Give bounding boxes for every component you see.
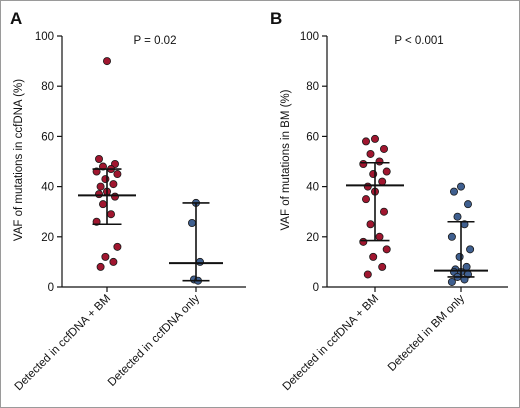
panel-b-data-point — [359, 160, 368, 169]
panel-a-y-tick-label: 20 — [41, 232, 54, 244]
panel-a-data-point — [109, 180, 118, 189]
panel-b-data-point — [359, 237, 368, 246]
panel-a-data-point — [99, 200, 108, 209]
panel-b-data-point — [363, 270, 372, 279]
panel-b-data-point — [369, 252, 378, 261]
panel-a-y-tick-label: 40 — [41, 182, 54, 194]
panel-b-data-point — [449, 187, 458, 196]
panel-b-data-point — [379, 144, 388, 153]
panel-b-y-axis-title: VAF of mutations in BM (%) — [280, 89, 292, 230]
panel-a-data-point — [111, 192, 120, 201]
panel-b-data-point — [466, 245, 475, 254]
panel-b-data-point — [361, 195, 370, 204]
panel-b-data-point — [456, 182, 465, 191]
panel-b-data-point — [378, 262, 387, 271]
panel-a-data-point — [96, 182, 105, 191]
panel-a-data-point — [95, 190, 104, 199]
panel-a-data-point — [103, 57, 112, 66]
panel-a-data-point — [195, 257, 204, 266]
panel-b-data-point — [366, 220, 375, 229]
panel-a-y-axis-title: VAF of mutations in ccfDNA (%) — [13, 79, 25, 241]
panel-b-y-tick-label: 80 — [306, 81, 319, 93]
panel-b-data-point — [370, 134, 379, 143]
panel-b-data-point — [379, 207, 388, 216]
panel-b-y-tick-label: 20 — [306, 232, 319, 244]
panel-b-data-point — [463, 200, 472, 209]
panel-a-data-point — [113, 170, 122, 179]
panel-a-category-label: Detected in ccfDNA + BM — [13, 293, 113, 393]
panel-a-y-tick-label: 60 — [41, 131, 54, 143]
panel-b-y-tick-label: 60 — [306, 131, 319, 143]
panel-b-data-point — [447, 232, 456, 241]
panel-a-data-point — [101, 252, 110, 261]
panel-a-data-point — [107, 210, 116, 219]
panel-b-letter: B — [270, 9, 282, 28]
panel-b-data-point — [453, 212, 462, 221]
panel-a-y-tick-label: 0 — [48, 282, 54, 294]
panel-b-data-point — [382, 167, 391, 176]
panel-a-letter: A — [10, 9, 22, 28]
panel-b-data-point — [361, 137, 370, 146]
panel-b-data-point — [455, 252, 464, 261]
panel-b-data-point — [382, 245, 391, 254]
panel-a-category-label: Detected in ccfDNA only — [106, 292, 202, 388]
panel-b-y-tick-label: 40 — [306, 182, 319, 194]
panel-a-data-point — [109, 257, 118, 266]
panel-b-data-point — [363, 182, 372, 191]
panel-a-y-tick-label: 100 — [35, 31, 54, 43]
panel-b-y-tick-label: 100 — [300, 31, 319, 43]
panel-a-data-point — [113, 242, 122, 251]
panel-a-data-point — [187, 218, 196, 227]
panel-b-data-point — [447, 277, 456, 286]
panel-a-data-point — [95, 154, 104, 163]
panel-a-data-point — [101, 175, 110, 184]
panel-b-data-point — [378, 177, 387, 186]
panel-b-data-point — [366, 149, 375, 158]
panel-b-y-tick-label: 0 — [313, 282, 319, 294]
panel-a-plot: 0 20 40 60 80 100 Detected in ccfDNA + BMDetec… — [13, 31, 246, 393]
panel-b-plot: 0 20 40 60 80 100 Detected in ccfDNA + BM Detec… — [281, 31, 508, 393]
panel-a-p-value: P = 0.02 — [134, 35, 177, 47]
panel-b-category-label: Detected in ccfDNA + BM — [281, 293, 381, 393]
panel-a-y-tick-label: 80 — [41, 81, 54, 93]
panel-b-p-value: P < 0.001 — [394, 35, 443, 47]
panel-b-data-point — [375, 232, 384, 241]
panel-b-data-point — [375, 157, 384, 166]
panel-a-data-point — [96, 262, 105, 271]
panel-b-category-label: Detected in BM only — [386, 292, 467, 373]
